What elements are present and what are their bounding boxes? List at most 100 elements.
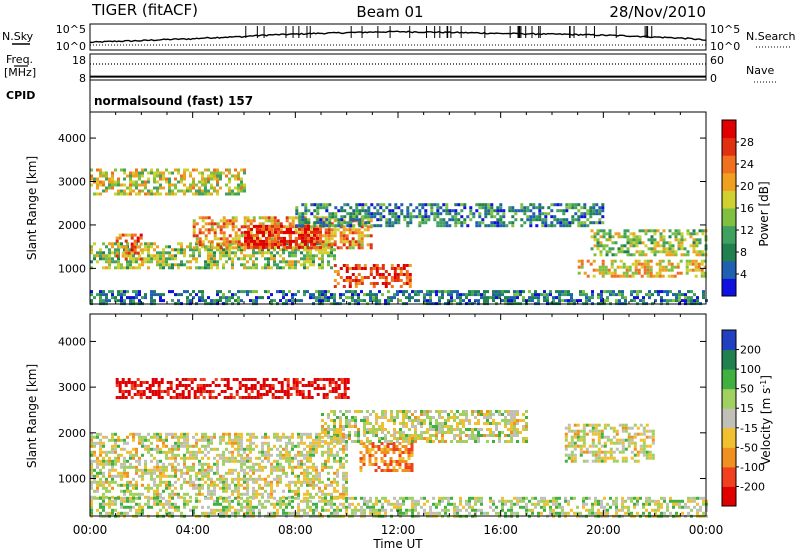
velocity-cell: [383, 463, 387, 466]
velocity-cell: [313, 378, 317, 381]
power-cell: [475, 203, 479, 207]
power-cell: [183, 290, 186, 294]
velocity-cell: [199, 390, 203, 393]
velocity-cell: [286, 387, 290, 390]
velocity-cell: [237, 459, 240, 463]
velocity-cell: [407, 448, 411, 451]
velocity-cell: [591, 423, 595, 427]
velocity-cell: [492, 422, 495, 425]
velocity-cell: [285, 459, 288, 463]
power-cell: [337, 221, 341, 225]
velocity-cell: [162, 480, 165, 484]
power-cell: [204, 183, 207, 187]
power-cell: [459, 296, 462, 300]
power-cell: [108, 183, 111, 187]
velocity-cell: [126, 435, 129, 439]
power-cell: [231, 293, 234, 297]
velocity-cell: [429, 419, 432, 422]
velocity-cell: [142, 390, 146, 393]
velocity-cell: [395, 469, 399, 472]
power-cell: [297, 290, 300, 294]
velocity-cell: [483, 434, 486, 437]
velocity-cell: [123, 471, 126, 475]
power-cell: [264, 251, 267, 255]
velocity-cell: [444, 425, 447, 428]
velocity-cell: [336, 431, 339, 434]
power-cell: [222, 225, 226, 229]
velocity-cell: [219, 477, 222, 481]
power-cell: [408, 264, 412, 267]
velocity-cell: [261, 486, 264, 490]
velocity-cell: [114, 459, 117, 463]
power-cell: [189, 183, 192, 187]
power-cell: [291, 299, 294, 303]
velocity-cell: [342, 465, 345, 469]
velocity-cell: [285, 447, 288, 451]
power-cell: [168, 263, 171, 267]
velocity-cell: [231, 456, 234, 460]
velocity-cell: [174, 435, 177, 439]
power-cell: [168, 177, 171, 181]
velocity-cell: [312, 483, 315, 487]
power-cell: [210, 219, 214, 223]
velocity-cell: [138, 468, 141, 472]
power-cell: [306, 257, 309, 261]
velocity-cell: [324, 462, 327, 466]
velocity-cell: [279, 450, 282, 454]
power-cell: [541, 206, 545, 210]
power-cell: [460, 224, 464, 228]
power-cell: [210, 248, 213, 252]
velocity-cell: [297, 489, 300, 493]
power-cell: [614, 241, 618, 245]
velocity-cell: [252, 435, 255, 439]
velocity-cell: [264, 453, 267, 457]
power-cell: [315, 248, 318, 252]
velocity-cell: [129, 480, 132, 484]
power-cell: [225, 183, 228, 187]
velocity-cell: [261, 495, 264, 499]
power-cell: [136, 257, 140, 261]
power-cell: [150, 293, 153, 297]
power-cell: [303, 263, 306, 267]
power-cell: [139, 248, 143, 252]
velocity-cell: [333, 431, 336, 434]
velocity-cell: [181, 390, 185, 393]
power-cell: [408, 279, 412, 282]
velocity-cell: [462, 440, 465, 443]
velocity-cell: [328, 384, 332, 387]
power-cell: [701, 253, 705, 257]
power-cell: [664, 268, 668, 272]
velocity-cell: [183, 432, 186, 436]
power-cell: [270, 293, 273, 297]
power-cell: [339, 293, 342, 297]
power-cell: [582, 290, 585, 294]
velocity-cell: [343, 378, 347, 381]
power-cell: [634, 265, 638, 269]
power-cell: [481, 206, 485, 210]
power-cell: [237, 257, 240, 261]
velocity-cell: [286, 378, 290, 381]
power-cell: [456, 293, 459, 297]
power-cell: [270, 228, 274, 232]
velocity-cell: [444, 440, 447, 443]
power-cell: [378, 299, 381, 303]
velocity-cell: [99, 468, 102, 472]
power-cell: [108, 266, 111, 270]
power-cell: [285, 299, 288, 303]
velocity-cell: [238, 396, 242, 399]
power-cell: [453, 290, 456, 294]
power-cell: [207, 296, 210, 300]
power-cell: [168, 192, 171, 196]
power-cell: [105, 245, 108, 249]
freq-right-tick-top: 60: [710, 54, 724, 67]
velocity-cell: [591, 432, 595, 436]
power-cell: [174, 248, 177, 252]
power-cell: [399, 273, 403, 276]
power-cell: [361, 215, 365, 219]
power-cell: [405, 290, 408, 294]
velocity-cell: [201, 492, 204, 496]
velocity-cell: [235, 378, 239, 381]
power-cell: [228, 171, 231, 175]
power-cell: [632, 232, 636, 236]
velocity-cell: [226, 387, 230, 390]
